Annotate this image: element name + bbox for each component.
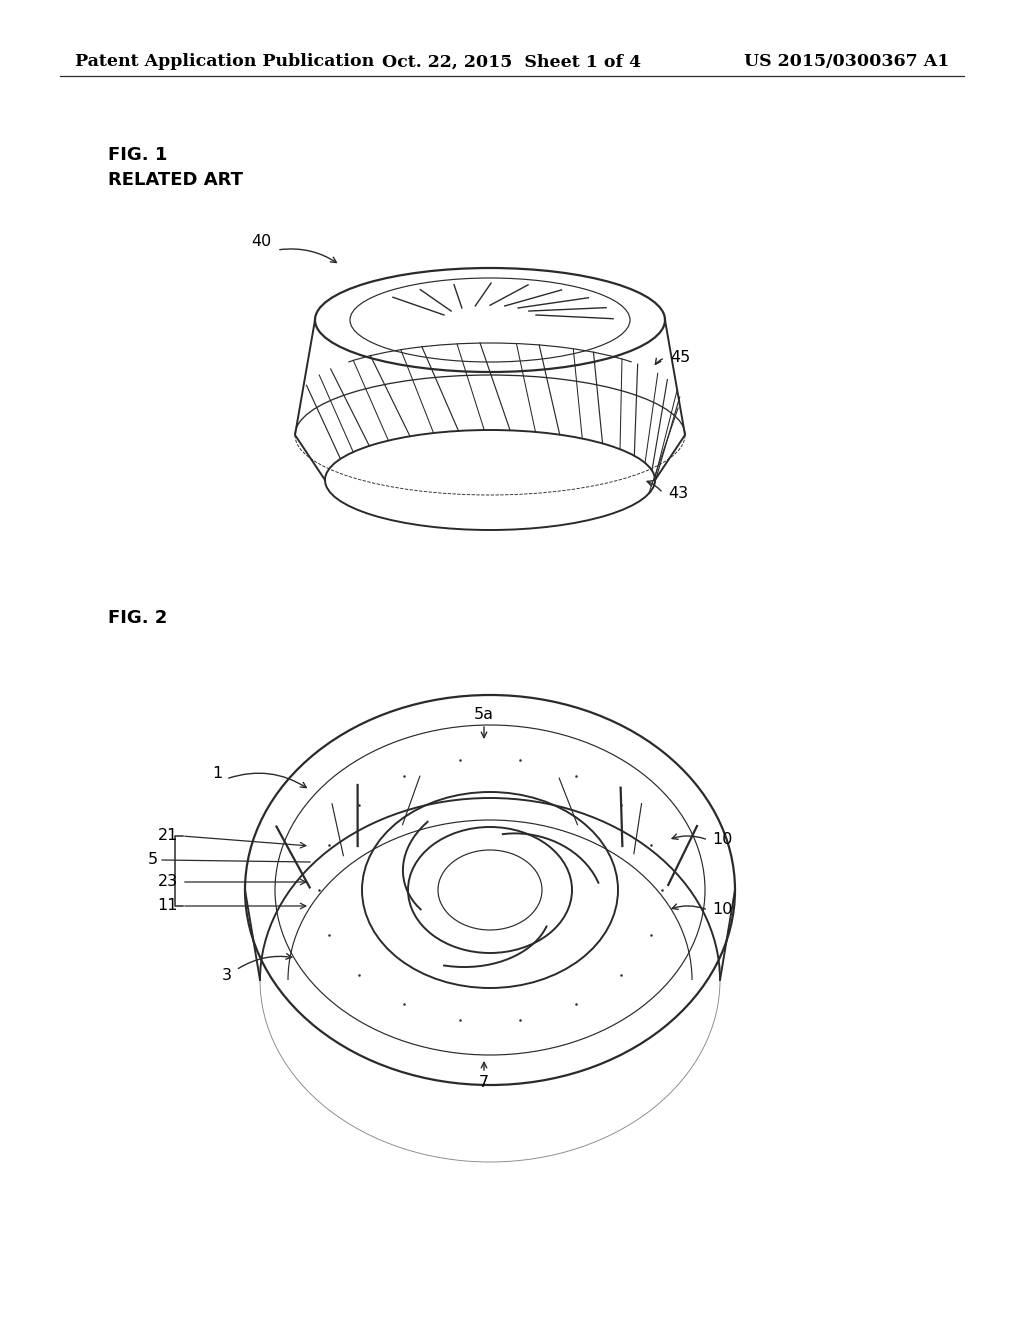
Text: 10: 10 <box>712 903 732 917</box>
Text: 40: 40 <box>252 235 272 249</box>
Text: 5: 5 <box>147 853 158 867</box>
Text: US 2015/0300367 A1: US 2015/0300367 A1 <box>743 54 949 70</box>
Text: 7: 7 <box>479 1074 489 1090</box>
Text: 43: 43 <box>668 486 688 500</box>
Text: RELATED ART: RELATED ART <box>108 172 243 189</box>
Text: 3: 3 <box>222 968 232 982</box>
Text: 11: 11 <box>158 899 178 913</box>
Text: 23: 23 <box>158 874 178 890</box>
Text: 5a: 5a <box>474 708 494 722</box>
Text: 1: 1 <box>212 766 222 780</box>
Text: Patent Application Publication: Patent Application Publication <box>75 54 374 70</box>
Text: 10: 10 <box>712 833 732 847</box>
Text: Oct. 22, 2015  Sheet 1 of 4: Oct. 22, 2015 Sheet 1 of 4 <box>382 54 642 70</box>
Text: FIG. 2: FIG. 2 <box>108 609 167 627</box>
Text: 45: 45 <box>670 351 690 366</box>
Text: FIG. 1: FIG. 1 <box>108 147 167 164</box>
Text: 21: 21 <box>158 829 178 843</box>
